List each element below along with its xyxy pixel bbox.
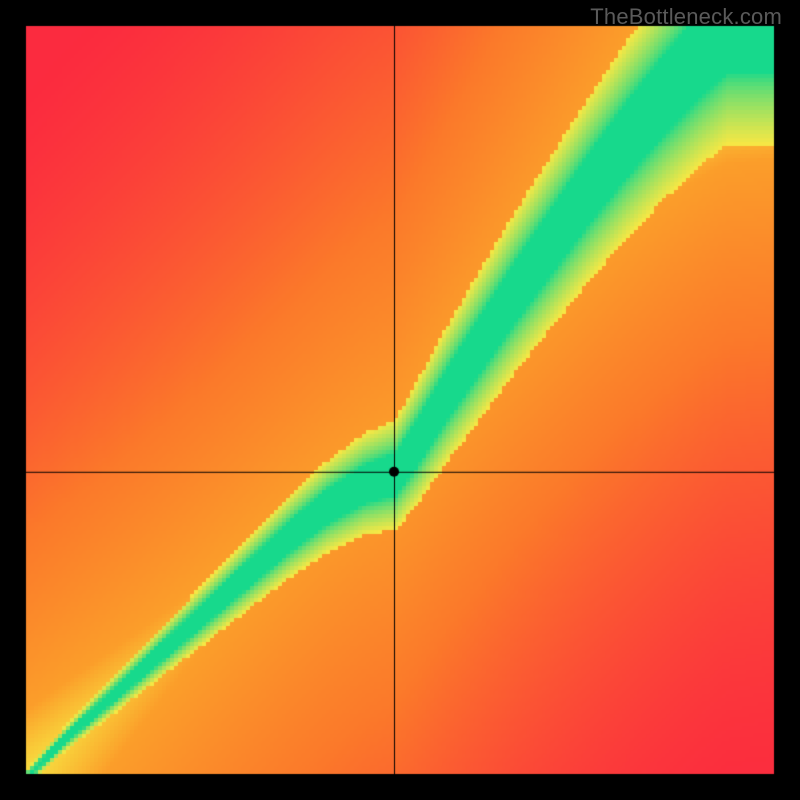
watermark-text: TheBottleneck.com [590,4,782,30]
bottleneck-heatmap [0,0,800,800]
